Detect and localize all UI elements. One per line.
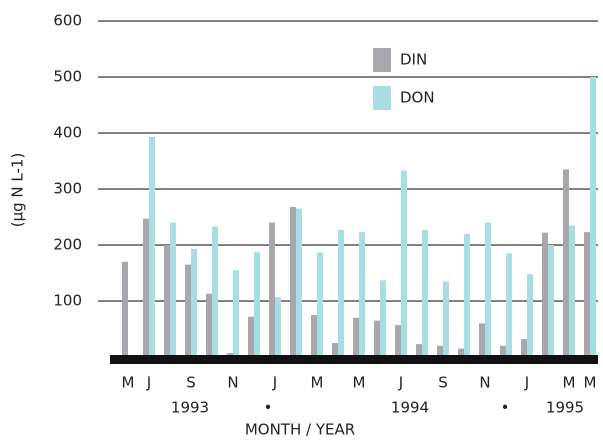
- bar: [122, 261, 128, 357]
- bar: [506, 253, 512, 357]
- bar: [149, 136, 155, 357]
- bar: [542, 232, 548, 357]
- bar: [206, 293, 212, 357]
- bar: [416, 344, 422, 357]
- bar: [332, 343, 338, 357]
- bar: [275, 297, 281, 357]
- bar: [590, 77, 596, 357]
- x-tick-label: J: [524, 374, 529, 392]
- bar: [500, 345, 506, 357]
- bar: [464, 233, 470, 357]
- legend-label: DIN: [400, 51, 427, 69]
- x-tick-label: M: [563, 374, 576, 392]
- bar: [569, 225, 575, 357]
- x-axis-title: MONTH / YEAR: [245, 421, 355, 439]
- bar: [395, 325, 401, 357]
- y-tick-label: 600: [53, 12, 82, 30]
- x-tick-label: J: [146, 374, 151, 392]
- bar: [317, 252, 323, 357]
- year-label: •: [264, 399, 273, 417]
- year-label: •: [501, 399, 510, 417]
- x-tick-label: S: [438, 374, 448, 392]
- bar: [164, 245, 170, 357]
- bar: [338, 229, 344, 357]
- legend-label: DON: [400, 89, 435, 107]
- x-tick-label: M: [122, 374, 135, 392]
- bar: [170, 222, 176, 357]
- bar: [380, 280, 386, 357]
- bar: [443, 281, 449, 357]
- bar: [374, 320, 380, 357]
- x-tick-label: N: [479, 374, 490, 392]
- bar: [359, 232, 365, 357]
- bar: [143, 218, 149, 357]
- bar: [248, 316, 254, 357]
- x-tick-label: S: [186, 374, 196, 392]
- bar: [290, 206, 296, 357]
- x-tick-label: M: [584, 374, 597, 392]
- bar: [233, 270, 239, 357]
- bar: [548, 245, 554, 357]
- bar: [479, 323, 485, 357]
- y-tick-label: 100: [53, 292, 82, 310]
- bar: [353, 317, 359, 357]
- bar: [269, 222, 275, 357]
- year-label: 1995: [546, 399, 584, 417]
- bar: [422, 229, 428, 357]
- bar: [521, 339, 527, 357]
- bar: [254, 252, 260, 357]
- bar: [458, 348, 464, 357]
- bar: [563, 169, 569, 357]
- bar: [185, 264, 191, 357]
- bar: [437, 345, 443, 357]
- legend-swatch: [373, 48, 391, 72]
- year-label: 1994: [391, 399, 429, 417]
- bar: [191, 248, 197, 357]
- y-tick-label: 300: [53, 180, 82, 198]
- bar: [527, 274, 533, 357]
- x-tick-label: J: [398, 374, 403, 392]
- x-tick-label: J: [272, 374, 277, 392]
- x-tick-label: M: [353, 374, 366, 392]
- bar: [296, 208, 302, 357]
- x-axis-baseline: [110, 355, 598, 364]
- year-label: 1993: [171, 399, 209, 417]
- bar: [584, 232, 590, 357]
- bar: [401, 170, 407, 357]
- y-tick-label: 500: [53, 68, 82, 86]
- y-tick-label: 400: [53, 124, 82, 142]
- bar: [485, 222, 491, 357]
- x-tick-label: N: [227, 374, 238, 392]
- bar: [311, 315, 317, 357]
- bar: [212, 226, 218, 357]
- x-tick-label: M: [311, 374, 324, 392]
- y-axis-title: (µg N L-1): [9, 153, 27, 228]
- y-tick-label: 200: [53, 236, 82, 254]
- legend-swatch: [373, 86, 391, 110]
